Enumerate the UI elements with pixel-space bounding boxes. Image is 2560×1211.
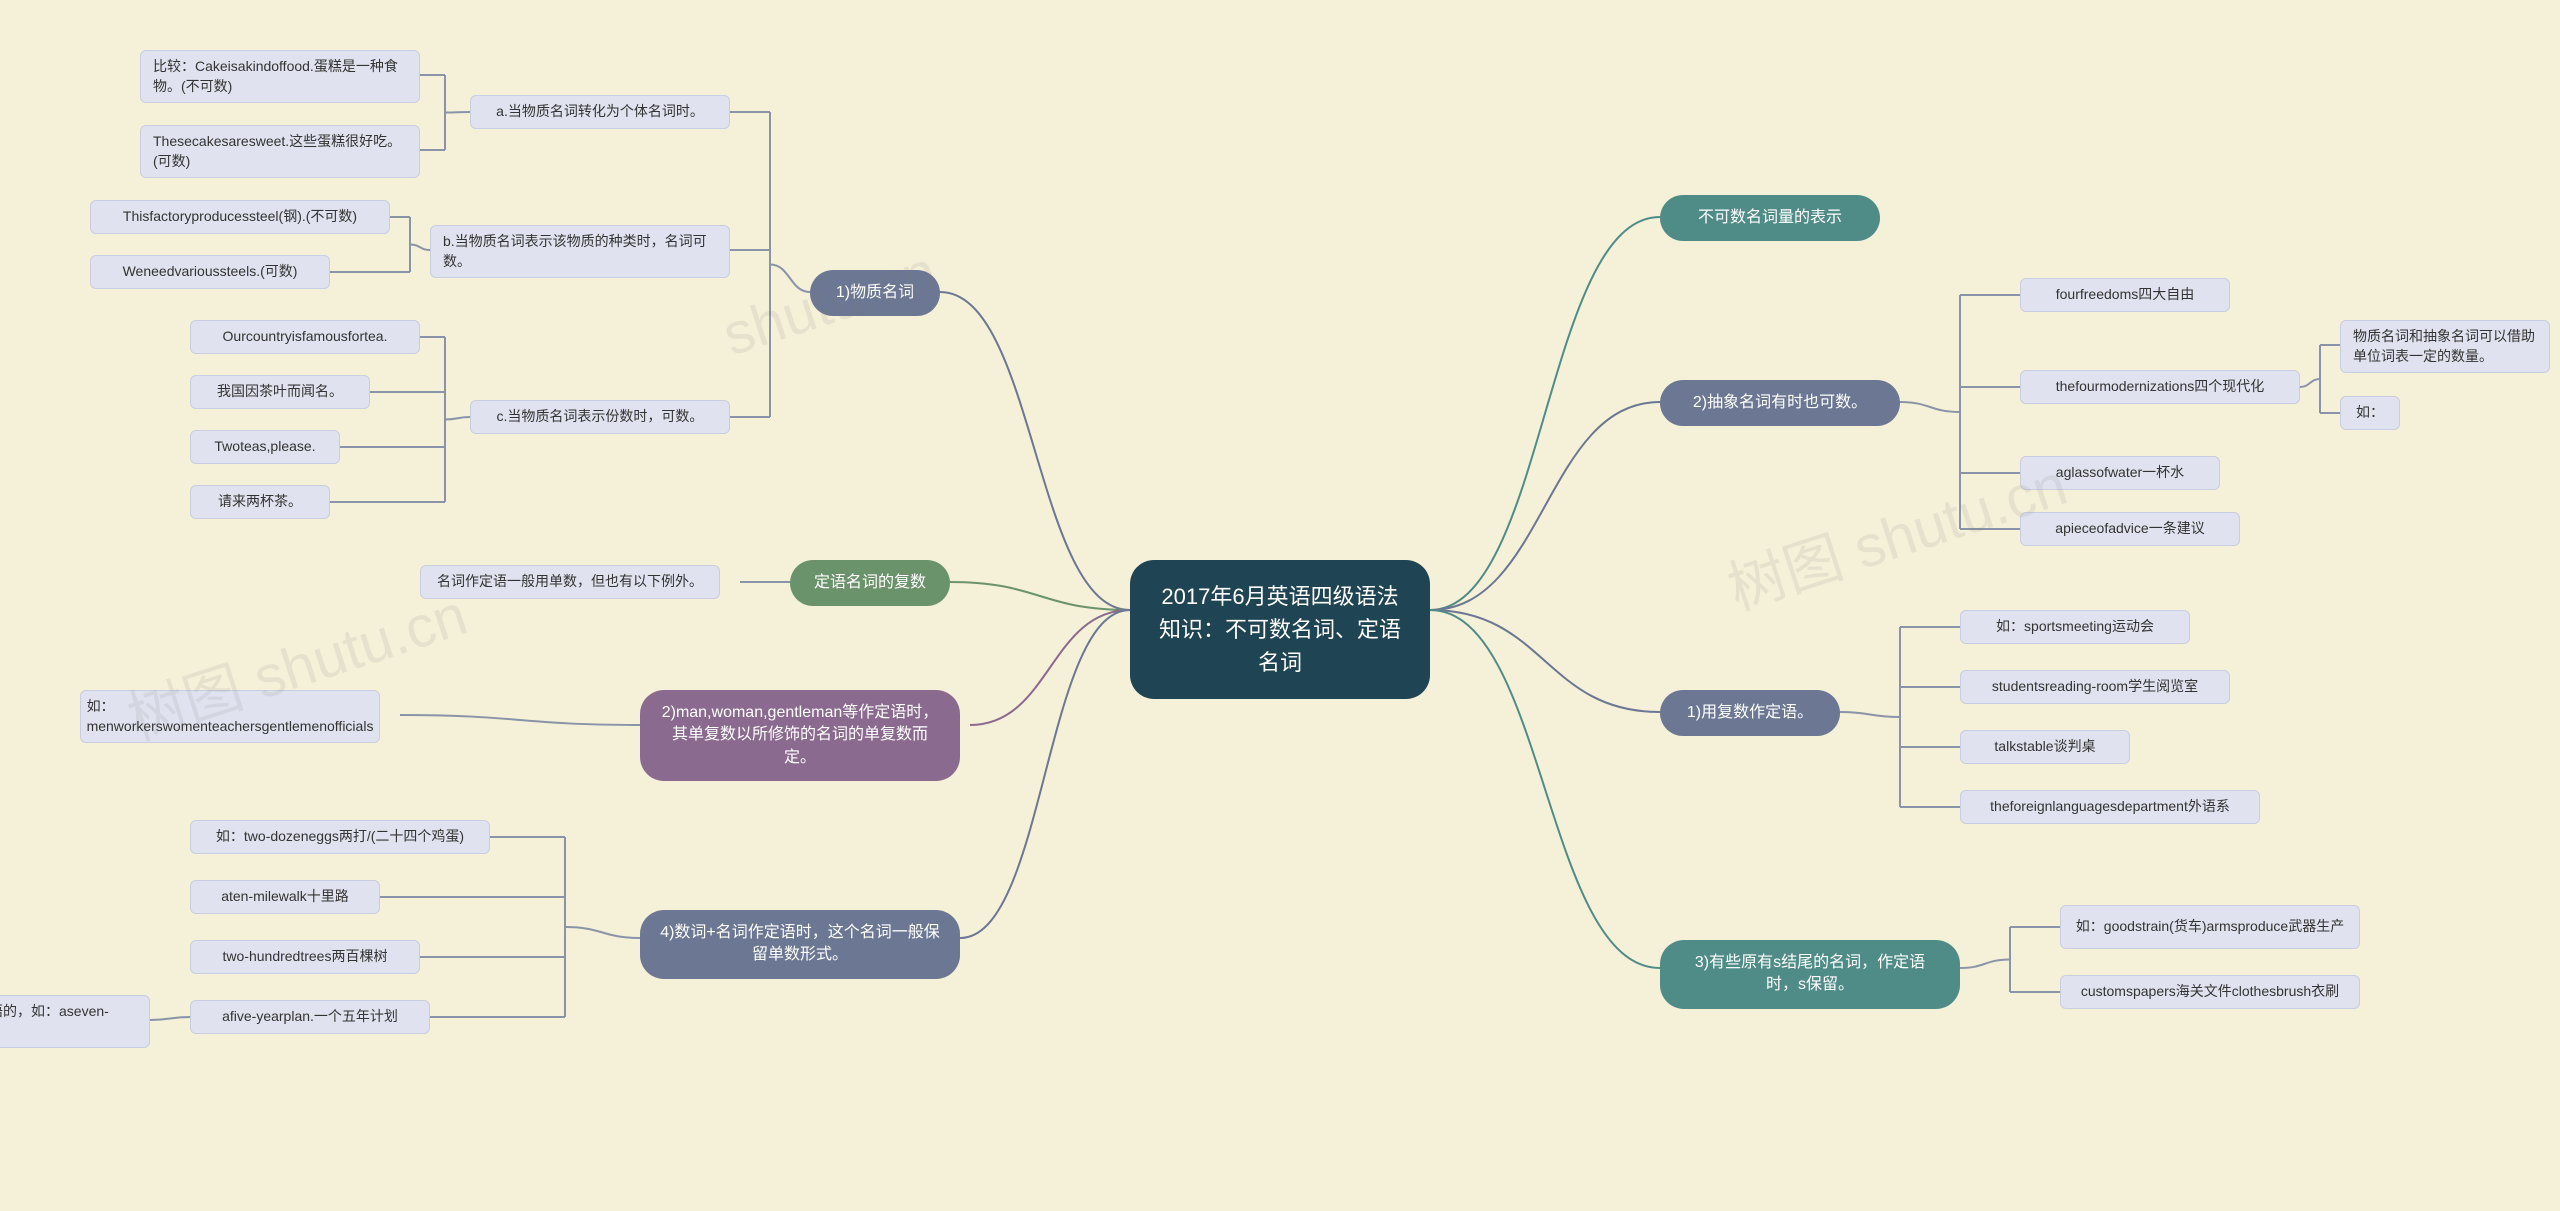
leaf-n_m_a1: 比较：Cakeisakindoffood.蛋糕是一种食物。(不可数)	[140, 50, 420, 103]
root-node: 2017年6月英语四级语法知识：不可数名词、定语名词	[1130, 560, 1430, 699]
edge	[445, 417, 470, 420]
leaf-n_m_c4: 请来两杯茶。	[190, 485, 330, 519]
leaf-n_sk2: customspapers海关文件clothesbrush衣刷	[2060, 975, 2360, 1009]
node-label: 如：two-dozeneggs两打/(二十四个鸡蛋)	[216, 827, 464, 847]
leaf-n_abs3: aglassofwater一杯水	[2020, 456, 2220, 490]
node-label: 1)物质名词	[836, 282, 914, 304]
edge	[565, 927, 640, 938]
node-label: Weneedvarioussteels.(可数)	[123, 262, 298, 282]
edge	[1430, 217, 1660, 610]
edge	[400, 715, 640, 725]
edge	[1900, 402, 1960, 412]
edge	[960, 610, 1130, 938]
leaf-n_m_b2: Weneedvarioussteels.(可数)	[90, 255, 330, 289]
node-label: c.当物质名词表示份数时，可数。	[497, 407, 704, 427]
leaf-n_man1: 如：menworkerswomenteachersgentlemenoffici…	[80, 690, 380, 743]
branch-b_num: 4)数词+名词作定语时，这个名词一般保留单数形式。	[640, 910, 960, 979]
node-label: Twoteas,please.	[214, 437, 315, 457]
leaf-n_abs2: thefourmodernizations四个现代化	[2020, 370, 2300, 404]
node-label: aten-milewalk十里路	[221, 887, 349, 907]
node-label: aglassofwater一杯水	[2056, 463, 2184, 483]
edge	[150, 1017, 190, 1020]
branch-b_abs: 2)抽象名词有时也可数。	[1660, 380, 1900, 426]
leaf-n_m_a: a.当物质名词转化为个体名词时。	[470, 95, 730, 129]
branch-b_uncount_qty: 不可数名词量的表示	[1660, 195, 1880, 241]
leaf-n_pa4: theforeignlanguagesdepartment外语系	[1960, 790, 2260, 824]
node-label: 不可数名词量的表示	[1698, 207, 1842, 229]
edge	[1430, 610, 1660, 712]
node-label: customspapers海关文件clothesbrush衣刷	[2081, 982, 2339, 1002]
node-label: 请来两杯茶。	[218, 492, 302, 512]
node-label: Thesecakesaresweet.这些蛋糕很好吃。(可数)	[153, 132, 407, 171]
edge	[950, 582, 1130, 610]
leaf-n_sk1: 如：goodstrain(货车)armsproduce武器生产	[2060, 905, 2360, 949]
node-label: 如：menworkerswomenteachersgentlemenoffici…	[87, 697, 374, 736]
node-label: 定语名词的复数	[814, 572, 926, 594]
leaf-n_abs4: apieceofadvice一条建议	[2020, 512, 2240, 546]
leaf-n_num1: 如：two-dozeneggs两打/(二十四个鸡蛋)	[190, 820, 490, 854]
leaf-n_m_b1: Thisfactoryproducessteel(钢).(不可数)	[90, 200, 390, 234]
node-label: studentsreading-room学生阅览室	[1992, 677, 2198, 697]
node-label: talkstable谈判桌	[1994, 737, 2095, 757]
node-label: Thisfactoryproducessteel(钢).(不可数)	[123, 207, 357, 227]
node-label: Ourcountryisfamousfortea.	[223, 327, 388, 347]
node-label: fourfreedoms四大自由	[2056, 285, 2194, 305]
leaf-n_m_b: b.当物质名词表示该物质的种类时，名词可数。	[430, 225, 730, 278]
node-label: 2)man,woman,gentleman等作定语时，其单复数以所修饰的名词的单…	[660, 702, 940, 769]
node-label: 名词作定语一般用单数，但也有以下例外。	[437, 572, 703, 592]
edge	[1430, 402, 1660, 610]
leaf-n_m_c3: Twoteas,please.	[190, 430, 340, 464]
leaf-n_num4: afive-yearplan.一个五年计划	[190, 1000, 430, 1034]
leaf-n_num2: aten-milewalk十里路	[190, 880, 380, 914]
node-label: 个别的有用复数作定语的，如：aseven-yearschild	[0, 1002, 137, 1041]
node-label: 1)用复数作定语。	[1687, 702, 1813, 724]
edge	[940, 292, 1130, 610]
node-label: apieceofadvice一条建议	[2055, 519, 2204, 539]
edge	[2300, 379, 2320, 387]
node-label: b.当物质名词表示该物质的种类时，名词可数。	[443, 232, 717, 271]
leaf-n_abs1: fourfreedoms四大自由	[2020, 278, 2230, 312]
node-label: 如：	[2356, 403, 2384, 423]
leaf-n_num3: two-hundredtrees两百棵树	[190, 940, 420, 974]
edge	[970, 610, 1130, 725]
node-label: 如：sportsmeeting运动会	[1996, 617, 2154, 637]
branch-b_attr_plural: 定语名词的复数	[790, 560, 950, 606]
node-label: 如：goodstrain(货车)armsproduce武器生产	[2076, 917, 2344, 937]
leaf-n_ap1: 名词作定语一般用单数，但也有以下例外。	[420, 565, 720, 599]
leaf-n_abs2b: 如：	[2340, 396, 2400, 430]
node-label: 2017年6月英语四级语法知识：不可数名词、定语名词	[1156, 580, 1404, 679]
edge	[1430, 610, 1660, 968]
edge	[1840, 712, 1900, 717]
node-label: two-hundredtrees两百棵树	[223, 947, 388, 967]
branch-b_plural_attr: 1)用复数作定语。	[1660, 690, 1840, 736]
node-label: 我国因茶叶而闻名。	[217, 382, 343, 402]
node-label: 2)抽象名词有时也可数。	[1693, 392, 1867, 414]
node-label: 物质名词和抽象名词可以借助单位词表一定的数量。	[2353, 327, 2537, 366]
leaf-n_pa1: 如：sportsmeeting运动会	[1960, 610, 2190, 644]
leaf-n_abs2a: 物质名词和抽象名词可以借助单位词表一定的数量。	[2340, 320, 2550, 373]
leaf-n_num4a: 个别的有用复数作定语的，如：aseven-yearschild	[0, 995, 150, 1048]
branch-b_man: 2)man,woman,gentleman等作定语时，其单复数以所修饰的名词的单…	[640, 690, 960, 781]
leaf-n_m_c: c.当物质名词表示份数时，可数。	[470, 400, 730, 434]
node-label: 4)数词+名词作定语时，这个名词一般保留单数形式。	[660, 922, 940, 967]
branch-b_material: 1)物质名词	[810, 270, 940, 316]
node-label: thefourmodernizations四个现代化	[2056, 377, 2265, 397]
edge	[1960, 960, 2010, 969]
leaf-n_m_c1: Ourcountryisfamousfortea.	[190, 320, 420, 354]
node-label: afive-yearplan.一个五年计划	[222, 1007, 398, 1027]
node-label: theforeignlanguagesdepartment外语系	[1990, 797, 2230, 817]
branch-b_s_keep: 3)有些原有s结尾的名词，作定语时，s保留。	[1660, 940, 1960, 1009]
edge	[445, 112, 470, 113]
leaf-n_m_a2: Thesecakesaresweet.这些蛋糕很好吃。(可数)	[140, 125, 420, 178]
node-label: a.当物质名词转化为个体名词时。	[496, 102, 704, 122]
leaf-n_pa2: studentsreading-room学生阅览室	[1960, 670, 2230, 704]
node-label: 3)有些原有s结尾的名词，作定语时，s保留。	[1680, 952, 1940, 997]
node-label: 比较：Cakeisakindoffood.蛋糕是一种食物。(不可数)	[153, 57, 407, 96]
edge	[410, 245, 430, 251]
edge	[770, 265, 810, 293]
leaf-n_m_c2: 我国因茶叶而闻名。	[190, 375, 370, 409]
leaf-n_pa3: talkstable谈判桌	[1960, 730, 2130, 764]
